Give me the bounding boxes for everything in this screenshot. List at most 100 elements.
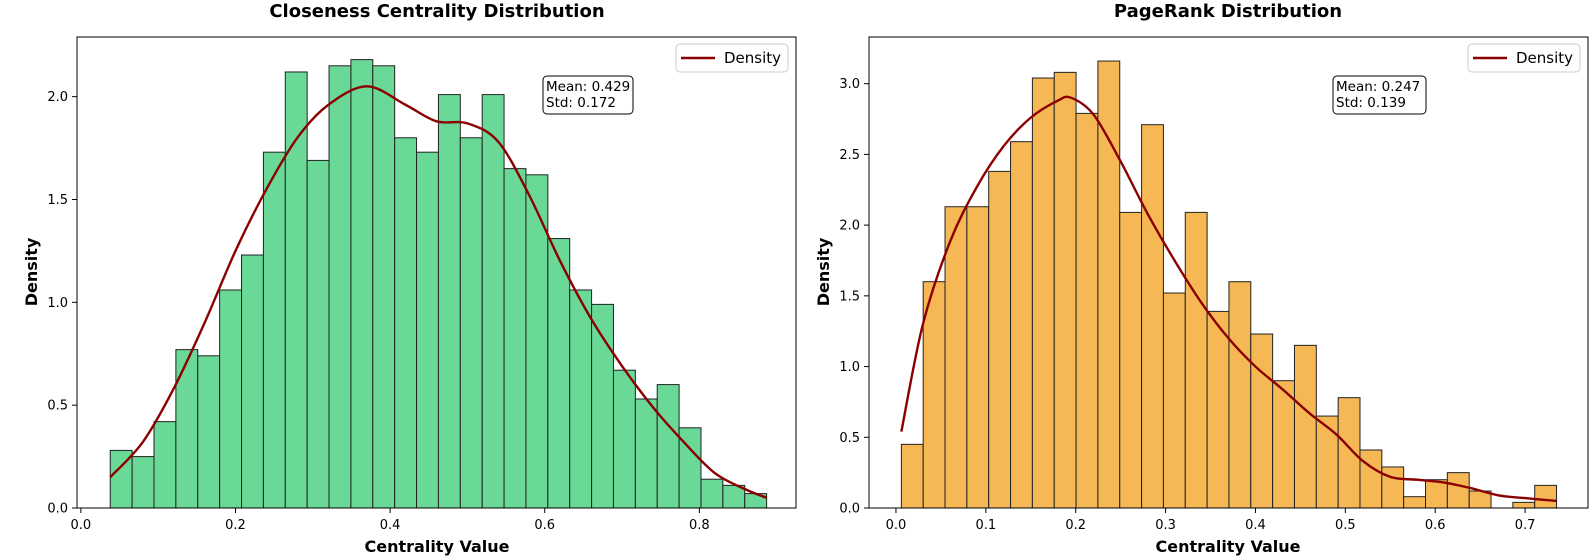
pagerank-bar bbox=[1184, 211, 1208, 509]
closeness-x-axis-label: Centrality Value bbox=[365, 537, 510, 556]
pagerank-x-ticks: 0.0 0.1 0.2 0.3 0.4 0.5 0.6 0.7 bbox=[886, 508, 1536, 533]
pagerank-bar bbox=[1119, 211, 1143, 509]
closeness-bar bbox=[569, 289, 593, 509]
pagerank-y-ticks: 0.0 0.5 1.0 1.5 2.0 2.5 3.0 bbox=[839, 77, 869, 517]
pagerank-bar bbox=[1053, 71, 1077, 509]
closeness-bar bbox=[306, 159, 330, 509]
pagerank-bar bbox=[900, 443, 924, 509]
pagerank-y-tick-label: 1.5 bbox=[839, 289, 860, 304]
closeness-x-tick-label: 0.4 bbox=[380, 518, 401, 533]
pagerank-x-tick-label: 0.6 bbox=[1425, 518, 1446, 533]
closeness-bar bbox=[591, 303, 614, 509]
closeness-bars bbox=[109, 59, 768, 509]
closeness-std-label: Std: 0.172 bbox=[546, 95, 616, 111]
closeness-legend: Density bbox=[675, 43, 789, 73]
closeness-bar bbox=[459, 137, 483, 509]
closeness-bar bbox=[437, 94, 461, 509]
closeness-chart-panel: Closeness Centrality Distribution 0.0 0.2… bbox=[22, 1, 797, 556]
pagerank-bar bbox=[922, 281, 946, 509]
closeness-bar bbox=[131, 456, 155, 509]
closeness-bar bbox=[481, 94, 505, 509]
pagerank-density-line bbox=[900, 95, 1557, 503]
pagerank-bar bbox=[1337, 397, 1361, 509]
closeness-bar bbox=[612, 369, 636, 509]
pagerank-mean-label: Mean: 0.247 bbox=[1336, 79, 1420, 95]
pagerank-bar bbox=[1293, 344, 1317, 509]
closeness-y-ticks: 0.0 0.5 1.0 1.5 2.0 bbox=[47, 90, 77, 517]
pagerank-y-axis-label: Density bbox=[814, 237, 833, 306]
pagerank-bar bbox=[988, 170, 1012, 509]
closeness-bar bbox=[634, 398, 658, 509]
closeness-bar bbox=[175, 349, 199, 509]
pagerank-bar bbox=[1206, 310, 1230, 509]
pagerank-bar bbox=[1534, 484, 1558, 509]
pagerank-bars bbox=[900, 60, 1558, 509]
closeness-chart-title: Closeness Centrality Distribution bbox=[269, 1, 604, 22]
closeness-bar bbox=[416, 151, 439, 509]
pagerank-chart-panel: PageRank Distribution 0.0 0.1 0.2 0.3 0.4 0.5… bbox=[814, 1, 1589, 556]
pagerank-x-tick-label: 0.0 bbox=[886, 518, 907, 533]
closeness-bar bbox=[197, 355, 221, 509]
pagerank-bar bbox=[1162, 292, 1186, 509]
pagerank-y-tick-label: 2.0 bbox=[839, 219, 860, 234]
pagerank-bar bbox=[1010, 141, 1033, 509]
closeness-bar bbox=[503, 168, 527, 509]
pagerank-x-axis-label: Centrality Value bbox=[1156, 537, 1301, 556]
closeness-y-tick-label: 1.0 bbox=[47, 296, 68, 311]
closeness-y-tick-label: 0.5 bbox=[47, 399, 68, 414]
pagerank-stats-box: Mean: 0.247 Std: 0.139 bbox=[1332, 75, 1427, 115]
closeness-y-tick-label: 2.0 bbox=[47, 90, 68, 105]
pagerank-bar bbox=[966, 206, 990, 509]
pagerank-bar bbox=[1315, 415, 1339, 509]
closeness-bar bbox=[241, 254, 264, 509]
closeness-bar bbox=[350, 59, 374, 509]
pagerank-x-tick-label: 0.4 bbox=[1245, 518, 1266, 533]
pagerank-y-tick-label: 2.5 bbox=[839, 148, 860, 163]
closeness-bar bbox=[153, 421, 177, 509]
pagerank-x-tick-label: 0.7 bbox=[1515, 518, 1536, 533]
pagerank-x-tick-label: 0.1 bbox=[975, 518, 996, 533]
pagerank-legend: Density bbox=[1467, 43, 1581, 73]
closeness-bar bbox=[656, 384, 680, 509]
pagerank-bar bbox=[1512, 501, 1536, 509]
closeness-bar bbox=[700, 478, 724, 509]
closeness-x-tick-label: 0.0 bbox=[71, 518, 92, 533]
closeness-bar bbox=[547, 238, 571, 509]
closeness-bar bbox=[219, 289, 243, 509]
pagerank-bar bbox=[1403, 496, 1427, 509]
pagerank-bar bbox=[1075, 112, 1099, 509]
pagerank-y-tick-label: 0.5 bbox=[839, 431, 860, 446]
closeness-bar bbox=[262, 151, 286, 509]
pagerank-chart-title: PageRank Distribution bbox=[1114, 1, 1342, 22]
pagerank-bar bbox=[1250, 333, 1274, 509]
pagerank-bar bbox=[1272, 380, 1295, 509]
pagerank-bar bbox=[1381, 466, 1405, 509]
pagerank-bar bbox=[1446, 472, 1470, 509]
pagerank-x-tick-label: 0.2 bbox=[1065, 518, 1086, 533]
closeness-stats-box: Mean: 0.429 Std: 0.172 bbox=[542, 75, 634, 115]
closeness-legend-label: Density bbox=[724, 49, 781, 67]
closeness-mean-label: Mean: 0.429 bbox=[546, 79, 630, 95]
closeness-bar bbox=[328, 65, 352, 509]
pagerank-bar bbox=[1425, 479, 1448, 509]
pagerank-x-tick-label: 0.5 bbox=[1335, 518, 1356, 533]
pagerank-bar bbox=[1141, 124, 1164, 509]
pagerank-y-tick-label: 0.0 bbox=[839, 502, 860, 517]
pagerank-y-tick-label: 1.0 bbox=[839, 360, 860, 375]
closeness-density-line bbox=[109, 85, 768, 499]
closeness-y-tick-label: 1.5 bbox=[47, 193, 68, 208]
pagerank-bar bbox=[944, 206, 968, 509]
closeness-x-ticks: 0.0 0.2 0.4 0.6 0.8 bbox=[71, 508, 710, 533]
closeness-x-tick-label: 0.2 bbox=[225, 518, 246, 533]
pagerank-std-label: Std: 0.139 bbox=[1336, 95, 1406, 111]
pagerank-legend-label: Density bbox=[1516, 49, 1573, 67]
closeness-plot-frame bbox=[76, 36, 797, 509]
closeness-y-tick-label: 0.0 bbox=[47, 502, 68, 517]
pagerank-bar bbox=[1359, 449, 1383, 509]
pagerank-x-tick-label: 0.3 bbox=[1155, 518, 1176, 533]
closeness-x-tick-label: 0.8 bbox=[689, 518, 710, 533]
closeness-bar bbox=[394, 137, 418, 509]
closeness-y-axis-label: Density bbox=[22, 237, 41, 306]
pagerank-bar bbox=[1228, 281, 1252, 509]
